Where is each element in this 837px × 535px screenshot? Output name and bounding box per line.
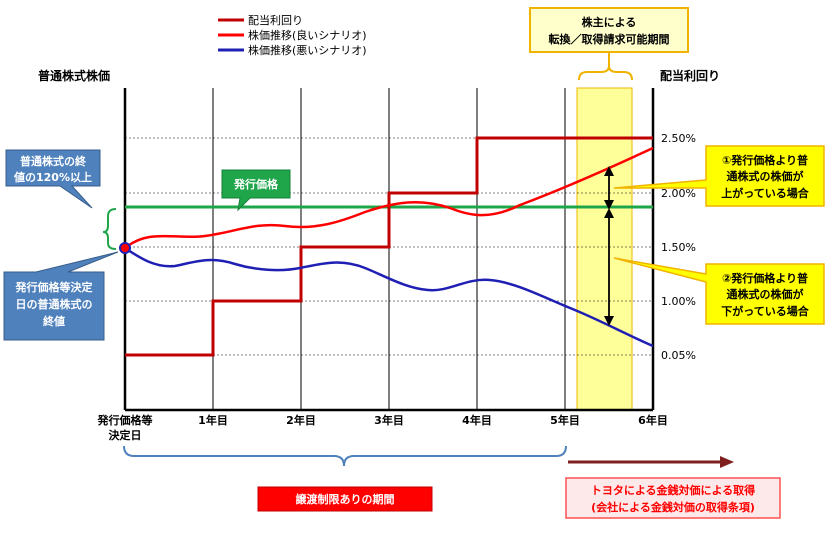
range-bracket	[102, 208, 117, 250]
callout-up-case: ①発行価格より普 通株式の株価が 上がっている場合	[613, 145, 825, 207]
restriction-brace	[123, 445, 567, 467]
x-label-year: 3年目	[374, 413, 404, 427]
legend-dividend: 配当利回り	[248, 13, 303, 27]
right-tick-labels: 2.50% 2.00% 1.50% 1.00% 0.05%	[661, 132, 696, 362]
callout-up-line1: ①発行価格より普	[722, 153, 808, 167]
top-callout-brace	[578, 65, 633, 81]
callout-down-line3: 下がっている場合	[721, 304, 809, 318]
acquisition-box: トヨタによる金銭対価による取得 (会社による金銭対価の取得条項)	[565, 477, 781, 519]
restriction-box: 譲渡制限ありの期間	[257, 486, 433, 512]
dividend-yield-line	[125, 136, 653, 357]
x-labels: 発行価格等 決定日 1年目 2年目 3年目 4年目 5年目 6年目	[97, 413, 668, 442]
callout-base-line3: 終値	[43, 314, 65, 328]
x-label-year: 2年目	[286, 413, 316, 427]
callout-120-line1: 普通株式の終	[20, 154, 87, 168]
callout-up-line3: 上がっている場合	[721, 186, 809, 200]
down-difference-arrow	[604, 208, 614, 326]
tick-label: 2.50%	[661, 132, 696, 145]
callout-120-percent: 普通株式の終 値の120%以上	[5, 149, 101, 209]
legend: 配当利回り 株価推移(良いシナリオ) 株価推移(悪いシナリオ)	[218, 13, 367, 57]
restriction-label: 譲渡制限ありの期間	[296, 492, 395, 506]
callout-down-line1: ②発行価格より普	[722, 271, 808, 285]
left-axis-title: 普通株式株価	[38, 68, 110, 83]
callout-down-case: ②発行価格より普 通株式の株価が 下がっている場合	[613, 257, 825, 325]
callout-base-line2: 日の普通株式の	[16, 297, 93, 311]
legend-bad: 株価推移(悪いシナリオ)	[248, 43, 367, 57]
base-price-point	[119, 242, 131, 254]
right-axis-title: 配当利回り	[660, 68, 720, 83]
top-callout-line2: 転換／取得請求可能期間	[549, 32, 670, 46]
bad-scenario-line	[124, 246, 654, 348]
tick-label: 1.50%	[661, 241, 696, 254]
acquisition-line1: トヨタによる金銭対価による取得	[591, 483, 755, 497]
top-callout-line1: 株主による	[582, 15, 637, 29]
conversion-period-band	[576, 87, 633, 411]
x-label-year: 4年目	[462, 413, 492, 427]
good-scenario-line	[124, 146, 654, 249]
callout-down-line2: 通株式の株価が	[727, 287, 804, 301]
x-label-start-line2: 決定日	[109, 428, 142, 442]
x-label-start-line1: 発行価格等	[97, 413, 153, 427]
x-label-year: 6年目	[638, 413, 668, 427]
tick-label: 1.00%	[661, 295, 696, 308]
callout-issue-price-label: 発行価格	[233, 177, 279, 191]
acquisition-line2: (会社による金銭対価の取得条項)	[591, 500, 755, 514]
x-label-year: 5年目	[550, 413, 580, 427]
callout-base-line1: 発行価格等決定	[15, 280, 93, 294]
callout-issue-price: 発行価格	[221, 169, 291, 212]
callout-up-line2: 通株式の株価が	[727, 169, 804, 183]
x-label-year: 1年目	[198, 413, 228, 427]
tick-label: 2.00%	[661, 187, 696, 200]
top-callout: 株主による 転換／取得請求可能期間	[529, 7, 689, 81]
tick-label: 0.05%	[661, 349, 696, 362]
callout-base-price: 発行価格等決定 日の普通株式の 終値	[3, 251, 119, 341]
callout-120-line2: 値の120%以上	[13, 170, 92, 184]
year-lines	[212, 88, 566, 410]
legend-good: 株価推移(良いシナリオ)	[248, 28, 367, 42]
up-difference-arrow	[604, 166, 614, 210]
acquisition-arrow	[568, 456, 734, 468]
